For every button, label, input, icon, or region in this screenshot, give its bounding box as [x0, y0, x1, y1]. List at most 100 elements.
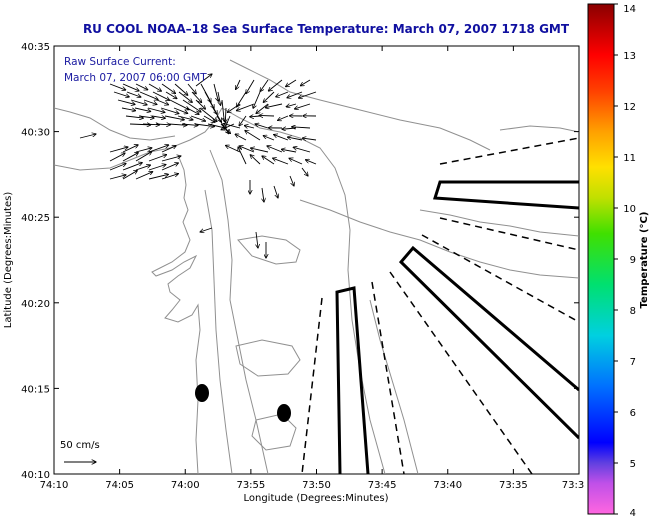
current-vector	[298, 91, 317, 98]
current-vector	[165, 91, 177, 99]
current-vector	[135, 165, 151, 171]
current-vector	[255, 124, 269, 129]
colorbar	[587, 3, 615, 515]
current-vector	[237, 91, 247, 107]
current-vector	[265, 103, 283, 108]
bathymetry-contour	[237, 235, 301, 265]
current-vector	[301, 167, 308, 176]
current-vector	[79, 134, 96, 139]
current-vector	[245, 130, 261, 141]
y-axis-label: Latitude (Degrees:Minutes)	[3, 192, 14, 329]
current-vector	[122, 163, 142, 171]
colorbar-tick-label: 8	[630, 306, 636, 317]
coastline	[151, 154, 201, 474]
current-vector	[203, 115, 215, 122]
current-vector	[191, 91, 202, 103]
current-vector	[161, 83, 175, 93]
current-vector	[225, 107, 226, 122]
x-tick-label: 73:50	[302, 480, 331, 491]
inset-line-2: March 07, 2007 06:00 GMT	[64, 72, 207, 84]
current-vector	[267, 146, 283, 153]
current-vector	[289, 175, 294, 186]
current-vector	[292, 127, 311, 128]
current-vector	[109, 163, 126, 171]
mooring-marker	[195, 384, 209, 402]
mooring-marker	[277, 404, 291, 422]
current-vector	[148, 174, 168, 180]
bathymetry-contour	[229, 59, 491, 151]
current-vector	[148, 164, 166, 171]
current-vector	[109, 147, 128, 153]
current-vector	[168, 124, 187, 125]
y-tick-label: 40:30	[21, 128, 50, 139]
current-vector	[273, 158, 289, 165]
current-vector	[305, 160, 317, 165]
current-vector	[287, 91, 303, 98]
bathymetry-contour	[419, 209, 579, 237]
current-vector	[302, 138, 317, 140]
current-vector	[173, 107, 188, 113]
x-tick-label: 74:05	[105, 480, 134, 491]
current-vector	[268, 79, 283, 91]
current-vector	[121, 107, 136, 111]
current-vector	[263, 136, 275, 141]
x-tick-label: 74:00	[171, 480, 200, 491]
current-vector	[122, 145, 138, 153]
survey-line	[421, 234, 579, 323]
current-vector	[195, 99, 206, 109]
colorbar-tick-label: 5	[630, 459, 636, 470]
current-vector	[250, 116, 261, 117]
current-vector	[256, 231, 258, 248]
map-title: RU COOL NOAA–18 Sea Surface Temperature:…	[83, 22, 570, 36]
current-vector	[278, 115, 289, 120]
current-vector	[294, 103, 311, 109]
current-vector	[221, 123, 235, 130]
current-vector	[250, 155, 261, 165]
y-tick-label: 40:20	[21, 299, 50, 310]
current-vector	[221, 99, 224, 121]
colorbar-tick-label: 4	[630, 508, 636, 519]
current-vector	[135, 152, 152, 162]
bathymetry-contour	[299, 199, 579, 279]
current-vector	[235, 134, 247, 141]
current-vector	[274, 135, 289, 141]
x-tick-label: 73:3	[562, 480, 584, 491]
current-vector	[160, 107, 179, 114]
current-vector	[109, 175, 126, 180]
x-axis: 74:10 74:05 74:00 73:55 73:50 73:45 73:40 73:35…	[40, 46, 584, 491]
inset-line-1: Raw Surface Current:	[64, 56, 176, 68]
colorbar-tick-label: 12	[623, 102, 636, 113]
current-vector	[250, 148, 269, 153]
colorbar-tick-label: 11	[623, 153, 636, 164]
current-vector	[126, 91, 141, 97]
map-content	[54, 59, 579, 474]
bathymetry-contour	[209, 149, 269, 474]
current-vector	[161, 156, 181, 162]
current-vector	[187, 83, 196, 94]
current-vector	[177, 115, 193, 120]
current-vector	[117, 99, 135, 104]
survey-line	[301, 297, 323, 474]
survey-box	[398, 245, 579, 440]
current-vector	[213, 83, 218, 101]
current-vector	[195, 74, 212, 87]
current-vector	[155, 124, 170, 125]
y-tick-label: 40:15	[21, 384, 50, 395]
current-vector	[236, 103, 255, 111]
bathymetry-contour	[499, 125, 579, 133]
current-vector	[143, 99, 157, 104]
current-vector	[260, 79, 269, 91]
current-vector	[142, 124, 160, 125]
current-vector	[236, 79, 241, 89]
current-vector	[161, 174, 178, 180]
current-vector	[227, 103, 241, 112]
x-tick-label: 73:45	[368, 480, 397, 491]
colorbar-tick-label: 14	[623, 4, 636, 15]
survey-box	[335, 286, 370, 474]
colorbar-tick-label: 7	[630, 357, 636, 368]
bathymetry-contour	[369, 299, 419, 474]
current-vector	[244, 126, 255, 128]
current-vector	[129, 124, 151, 125]
current-vector	[148, 83, 161, 91]
